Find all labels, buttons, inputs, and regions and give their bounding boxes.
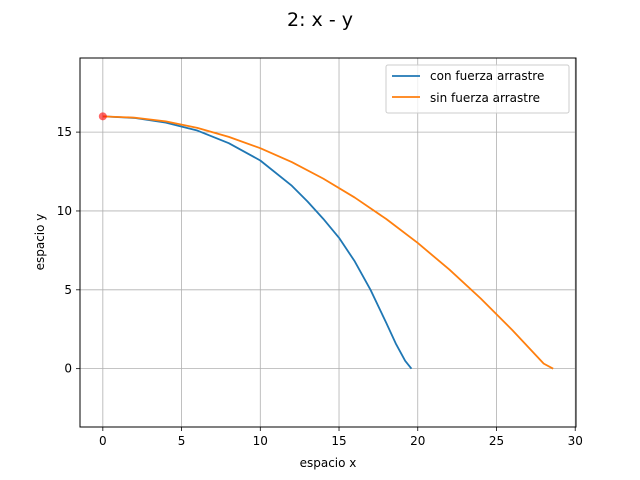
x-tick-label: 5 [178,434,186,448]
series-line-1 [102,115,554,370]
x-tick-label: 15 [331,434,346,448]
y-tick-label: 10 [57,204,72,218]
x-tick-label: 25 [489,434,504,448]
start-point-marker [98,112,107,121]
legend-label-0: con fuerza arrastre [430,69,544,83]
y-ticks: 0 5 10 15 [57,125,80,376]
series-line-0 [102,115,413,370]
y-tick-label: 5 [64,283,72,297]
legend-box [385,64,570,114]
x-ticks: 0 5 10 15 20 25 30 [99,427,583,448]
y-tick-label: 15 [57,125,72,139]
chart-title: 2: x - y [287,9,353,31]
y-axis-label: espacio y [33,214,47,271]
plot-area-frame [79,57,577,428]
x-tick-label: 30 [568,434,583,448]
grid-lines [80,58,576,427]
legend: con fuerza arrastre sin fuerza arrastre [385,64,570,114]
legend-label-1: sin fuerza arrastre [430,91,540,105]
markers [98,112,107,121]
series-lines [102,115,554,370]
x-axis-label: espacio x [300,456,357,470]
x-tick-label: 0 [99,434,107,448]
y-tick-label: 0 [64,362,72,376]
x-tick-label: 10 [253,434,268,448]
x-tick-label: 20 [410,434,425,448]
